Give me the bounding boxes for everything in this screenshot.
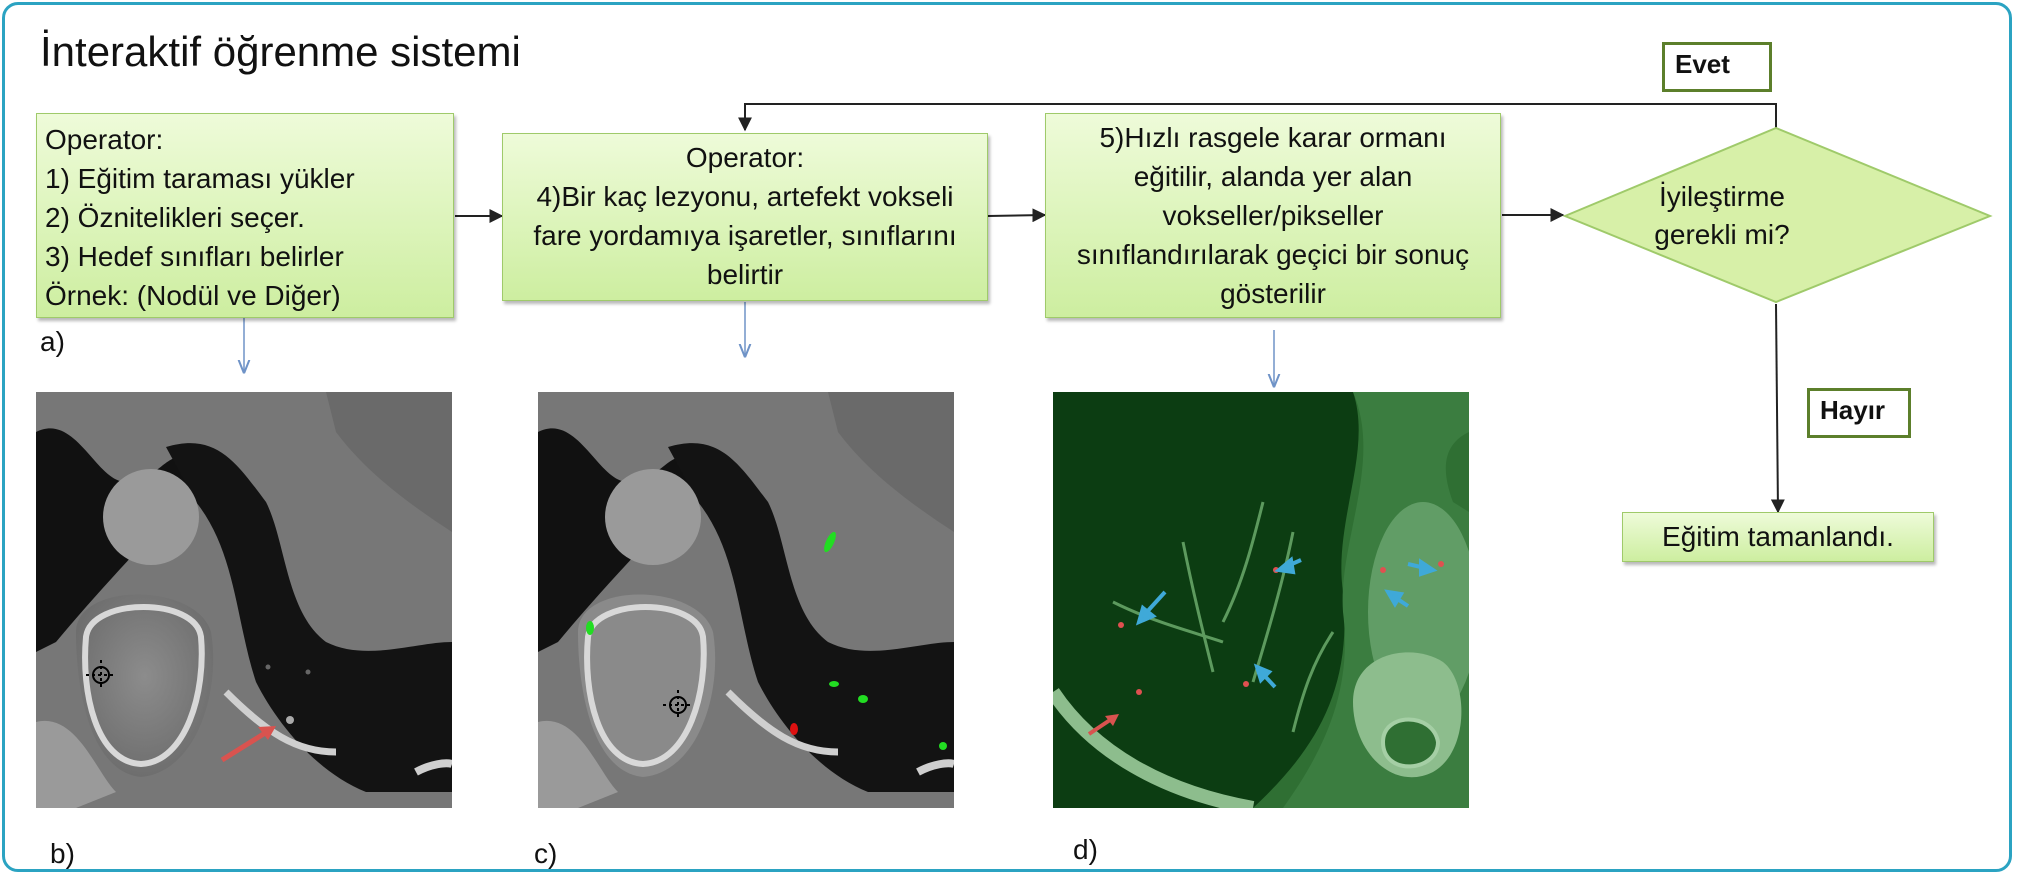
decision-diamond [1562, 126, 1993, 304]
panel-label-c: c) [534, 838, 558, 869]
green-marker [858, 695, 868, 703]
red-marker [790, 723, 798, 735]
step2-line: belirtir [706, 259, 784, 290]
done-box: Eğitim tamanlandı. [1622, 512, 1934, 562]
ct-image-d [1053, 392, 1469, 808]
step1-line: Örnek: (Nodül ve Diğer) [45, 280, 341, 311]
step3-line: eğitilir, alanda yer alan [1133, 161, 1413, 192]
step2-line: Operator: [685, 142, 805, 173]
red-marker [1380, 567, 1386, 573]
red-arrow [220, 727, 272, 763]
step1-line: 2) Öznitelikleri seçer. [45, 202, 305, 233]
step3-line: 5)Hızlı rasgele karar ormanı [1099, 122, 1447, 153]
ct-image-b [36, 392, 452, 808]
step1-line: 1) Eğitim taraması yükler [45, 163, 355, 194]
red-marker [1118, 622, 1124, 628]
red-marker [1136, 689, 1142, 695]
decision-line: gerekli mi? [1654, 219, 1790, 250]
red-marker [1438, 561, 1444, 567]
step3-box: 5)Hızlı rasgele karar ormanı eğitilir, a… [1045, 113, 1501, 318]
panel-label-d: d) [1073, 834, 1098, 865]
step1-line: 3) Hedef sınıfları belirler [45, 241, 344, 272]
step2-line: fare yordamıya işaretler, sınıflarını [533, 220, 957, 251]
green-marker [829, 681, 839, 687]
decision-text: İyileştirme gerekli mi? [1612, 178, 1832, 254]
step1-box: Operator: 1) Eğitim taraması yükler 2) Ö… [36, 113, 454, 318]
arrow-decision-to-done [1770, 303, 1785, 514]
arrow-loop-back [738, 103, 1777, 132]
step3-line: vokseller/pikseller [1162, 200, 1384, 231]
green-marker [586, 621, 594, 635]
ct-image-c [538, 392, 954, 808]
branch-no-label: Hayır [1807, 388, 1911, 438]
step3-line: sınıflandırılarak geçici bir sonuç [1076, 239, 1470, 270]
crosshair-icon [86, 660, 116, 690]
step1-line: Operator: [45, 124, 164, 155]
green-marker [824, 531, 836, 553]
decision-line: İyileştirme [1658, 181, 1785, 212]
red-marker [1243, 681, 1249, 687]
crosshair-icon [663, 690, 693, 720]
arrow-step2-to-step3 [987, 208, 1047, 223]
panel-label-b: b) [50, 838, 75, 869]
step3-line: gösterilir [1220, 278, 1326, 309]
diagram-title: İnteraktif öğrenme sistemi [40, 28, 521, 75]
green-marker [939, 742, 947, 750]
step2-line: 4)Bir kaç lezyonu, artefekt vokseli [536, 181, 954, 212]
panel-label-a: a) [40, 326, 65, 357]
step2-box: Operator: 4)Bir kaç lezyonu, artefekt vo… [502, 133, 988, 301]
branch-yes-label: Evet [1662, 42, 1772, 92]
